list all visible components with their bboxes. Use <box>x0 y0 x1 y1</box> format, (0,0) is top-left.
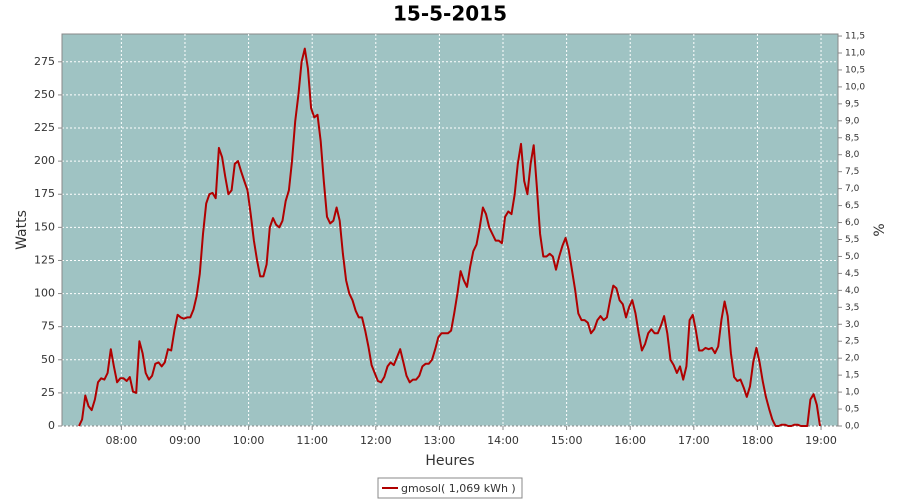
x-tick-label: 16:00 <box>614 434 646 447</box>
y2-tick-label: 3,5 <box>845 303 859 313</box>
y2-tick-label: 8,5 <box>845 133 859 143</box>
x-tick-label: 14:00 <box>487 434 519 447</box>
y2-tick-label: 6,5 <box>845 201 859 211</box>
x-tick-label: 18:00 <box>742 434 774 447</box>
x-axis-label: Heures <box>425 453 474 469</box>
y-tick-label: 0 <box>48 419 55 432</box>
x-tick-label: 19:00 <box>805 434 837 447</box>
y2-tick-label: 7,0 <box>845 184 860 194</box>
x-tick-label: 15:00 <box>551 434 583 447</box>
legend-box <box>377 477 523 499</box>
y2-tick-label: 9,5 <box>845 99 859 109</box>
x-tick-label: 13:00 <box>424 434 456 447</box>
y-tick-label: 100 <box>34 287 55 300</box>
plot-area <box>61 33 839 427</box>
y2-tick-label: 3,0 <box>845 320 860 330</box>
y2-tick-label: 4,5 <box>845 269 859 279</box>
x-tick-label: 11:00 <box>296 434 328 447</box>
series-line <box>78 47 821 427</box>
y2-tick-label: 2,0 <box>845 354 860 364</box>
y2-tick-label: 1,5 <box>845 371 859 381</box>
y-tick-label: 275 <box>34 55 55 68</box>
y2-axis-label: % <box>872 223 888 236</box>
y2-tick-label: 5,0 <box>845 252 860 262</box>
y2-tick-label: 8,0 <box>845 150 860 160</box>
y2-tick-label: 9,0 <box>845 116 860 126</box>
y-tick-label: 250 <box>34 88 55 101</box>
y2-tick-label: 1,0 <box>845 388 860 398</box>
y2-tick-label: 6,0 <box>845 218 860 228</box>
y-tick-label: 25 <box>41 386 55 399</box>
x-tick-label: 09:00 <box>169 434 201 447</box>
y-tick-label: 75 <box>41 320 55 333</box>
legend-label: gmosol( 1,069 kWh ) <box>401 482 516 495</box>
y-tick-label: 50 <box>41 353 55 366</box>
x-tick-label: 08:00 <box>106 434 138 447</box>
x-tick-label: 12:00 <box>360 434 392 447</box>
y-axis-label: Watts <box>14 210 30 250</box>
y2-tick-label: 11,5 <box>845 32 865 42</box>
y-tick-label: 200 <box>34 154 55 167</box>
chart-title: 15-5-2015 <box>393 2 507 26</box>
y2-tick-label: 10,0 <box>845 82 865 92</box>
y2-tick-label: 10,5 <box>845 65 865 75</box>
y2-tick-label: 4,0 <box>845 286 860 296</box>
y2-tick-label: 7,5 <box>845 167 859 177</box>
y2-tick-label: 11,0 <box>845 48 865 58</box>
y2-tick-label: 0,0 <box>845 422 860 432</box>
y2-tick-label: 2,5 <box>845 337 859 347</box>
y-tick-label: 175 <box>34 187 55 200</box>
y-tick-label: 225 <box>34 121 55 134</box>
y2-tick-label: 5,5 <box>845 235 859 245</box>
y-tick-label: 125 <box>34 253 55 266</box>
x-tick-label: 10:00 <box>233 434 265 447</box>
x-tick-label: 17:00 <box>678 434 710 447</box>
y2-tick-label: 0,5 <box>845 405 859 415</box>
y-tick-label: 150 <box>34 220 55 233</box>
